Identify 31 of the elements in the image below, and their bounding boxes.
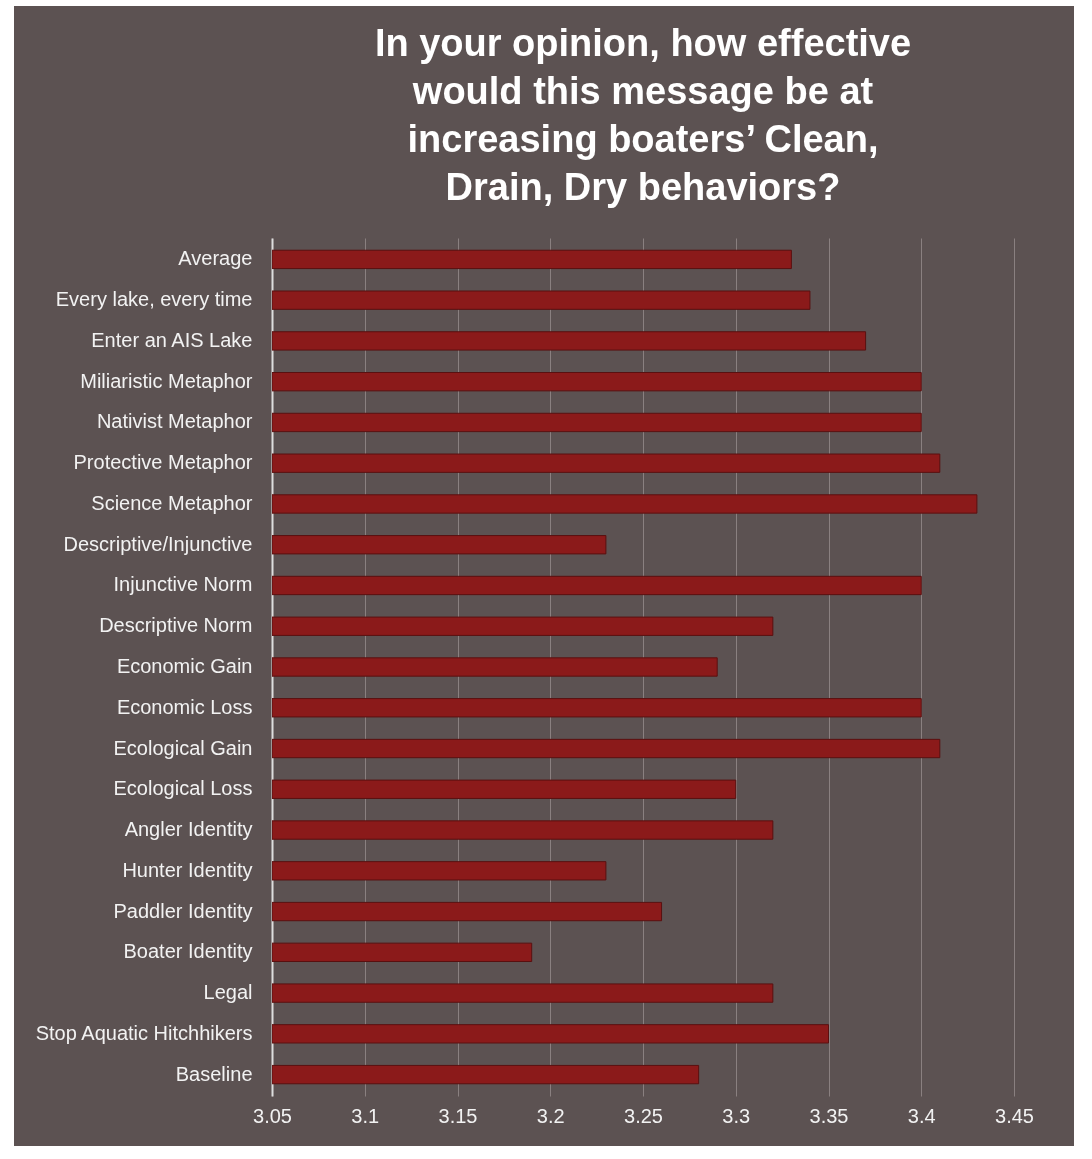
- y-tick-label: Stop Aquatic Hitchhikers: [35, 1021, 253, 1044]
- y-tick-label: Protective Metaphor: [73, 451, 253, 474]
- y-tick-label: Injunctive Norm: [113, 573, 253, 596]
- y-tick-label: Angler Identity: [124, 818, 253, 841]
- x-tick-label: 3.45: [995, 1104, 1034, 1127]
- y-tick-label: Miliaristic Metaphor: [80, 369, 253, 392]
- y-tick-label: Enter an AIS Lake: [91, 328, 253, 351]
- y-tick-label: Paddler Identity: [113, 899, 253, 922]
- y-tick-label: Ecological Gain: [113, 736, 253, 759]
- x-tick-label: 3.3: [722, 1104, 751, 1127]
- y-tick-label: Nativist Metaphor: [96, 410, 253, 433]
- x-tick-label: 3.35: [809, 1104, 849, 1127]
- y-tick-label: Ecological Loss: [113, 777, 253, 800]
- x-tick-label: 3.15: [438, 1104, 478, 1127]
- y-tick-label: Descriptive Norm: [99, 614, 253, 637]
- x-tick-label: 3.4: [907, 1104, 936, 1127]
- y-tick-label: Science Metaphor: [91, 491, 253, 514]
- y-tick-label: Baseline: [175, 1062, 253, 1085]
- y-tick-label: Boater Identity: [123, 940, 253, 963]
- y-tick-label: Legal: [203, 981, 253, 1004]
- x-tick-label: 3.1: [351, 1104, 380, 1127]
- x-tick-label: 3.25: [624, 1104, 663, 1127]
- x-tick-label: 3.05: [253, 1104, 292, 1127]
- y-tick-label: Hunter Identity: [122, 858, 253, 881]
- y-tick-label: Descriptive/Injunctive: [63, 532, 253, 555]
- y-tick-label: Average: [178, 247, 253, 270]
- y-tick-label: Economic Loss: [116, 695, 253, 718]
- chart-title: In your opinion, how effective would this message be at increasing boaters’ Clean, Drain, Dry behaviors?: [374, 22, 912, 208]
- x-tick-label: 3.2: [536, 1104, 565, 1127]
- y-tick-label: Economic Gain: [116, 655, 253, 677]
- y-tick-label: Every lake, every time: [55, 288, 253, 311]
